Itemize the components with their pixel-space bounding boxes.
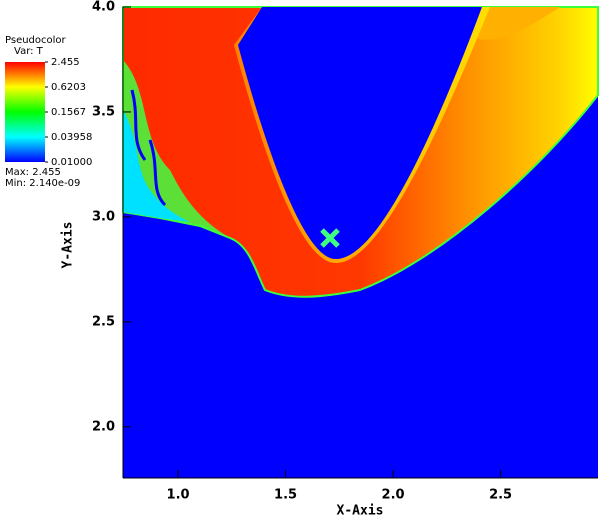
vortex [130,89,167,207]
legend-min: Min: 2.140e-09 [5,178,80,189]
colorbar [5,62,45,162]
cavity [238,7,482,260]
marker-x [320,228,340,248]
x-tick-label: 1.5 [274,488,297,503]
x-tick-label: 1.0 [167,488,190,503]
colorbar-label: 0.03958 [51,132,92,143]
legend-var: Var: T [14,46,44,57]
colorbar-label: 0.01000 [51,157,92,168]
colorbar-label: 2.455 [51,57,80,68]
x-axis-title: X-Axis [337,504,384,519]
legend-max: Max: 2.455 [5,167,61,178]
x-tick-label: 2.5 [489,488,512,503]
colorbar-label: 0.1567 [51,107,86,118]
y-tick-label: 2.0 [92,419,115,434]
y-axis-title: Y-Axis [61,222,76,269]
y-tick-label: 3.0 [92,209,115,224]
field [122,6,599,478]
y-tick-label: 4.0 [92,0,115,15]
mixing-core [123,110,190,222]
y-tick-label: 3.5 [92,104,115,119]
x-tick-label: 2.0 [382,488,405,503]
y-tick-label: 2.5 [92,314,115,329]
legend-title: Pseudocolor [5,35,67,46]
colorbar-label: 0.6203 [51,82,86,93]
